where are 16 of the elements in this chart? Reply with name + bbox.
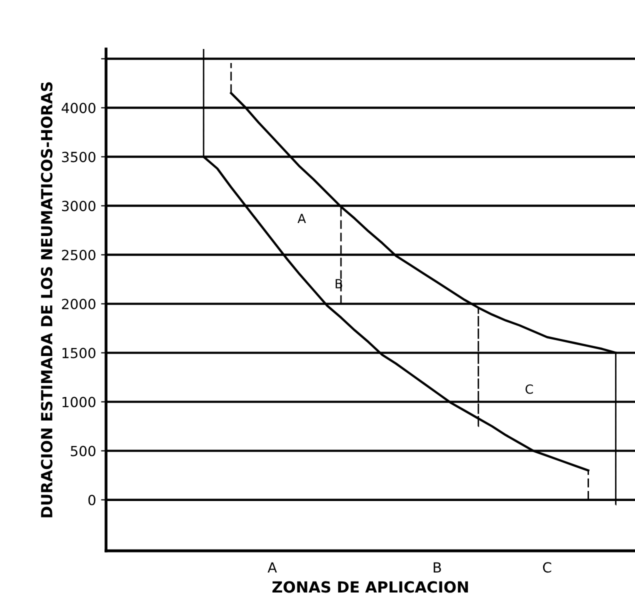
y-tick-label: 3500	[62, 152, 96, 162]
x-axis-title: ZONAS DE APLICACION	[272, 581, 468, 593]
annotation: A	[298, 214, 306, 224]
y-tick-label: 2000	[62, 298, 96, 310]
y-tick-label: 0	[88, 494, 96, 506]
y-tick-label: 1500	[62, 348, 96, 358]
y-tick-label: 500	[70, 446, 96, 456]
y-tick-label: 2500	[62, 250, 96, 260]
annotation: C	[526, 384, 533, 394]
x-tick-label: B	[434, 562, 441, 572]
y-tick-label: 4000	[62, 102, 96, 114]
y-tick-label: 1000	[62, 396, 96, 408]
x-tick-label: A	[268, 562, 277, 572]
y-tick-label: 3000	[62, 200, 96, 212]
x-tick-label: C	[543, 562, 552, 573]
y-axis-title: DURACION ESTIMADA DE LOS NEUMATICOS-HORAS	[40, 82, 52, 518]
